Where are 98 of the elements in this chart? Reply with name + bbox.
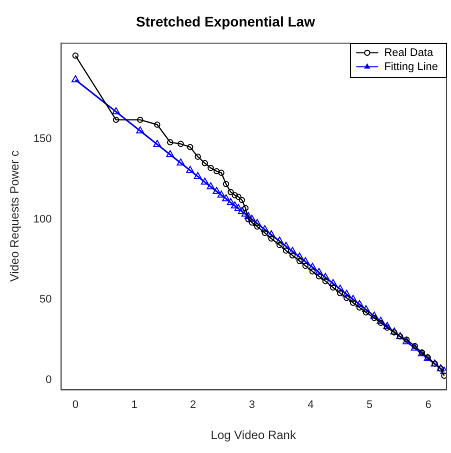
point: [230, 201, 239, 208]
point: [235, 194, 242, 200]
point: [383, 322, 392, 329]
point: [296, 258, 303, 264]
point: [441, 372, 446, 379]
x-tick-label: 3: [248, 399, 255, 412]
point: [137, 116, 144, 123]
point: [234, 204, 242, 212]
x-tick-label: 5: [366, 399, 373, 412]
point: [214, 168, 220, 174]
point: [228, 188, 234, 196]
point: [194, 154, 201, 160]
point: [296, 252, 304, 260]
point: [378, 320, 384, 326]
legend-label: Real Data: [384, 46, 434, 59]
point: [282, 242, 290, 249]
point: [244, 212, 252, 220]
point: [260, 225, 269, 232]
point: [330, 284, 336, 291]
point: [112, 107, 120, 114]
x-tick-label: 4: [308, 399, 314, 412]
point: [218, 170, 224, 176]
y-tick-label: 100: [33, 213, 52, 226]
point: [187, 144, 194, 150]
x-tick-label: 0: [72, 399, 79, 412]
point: [186, 166, 194, 173]
point: [222, 180, 230, 188]
point: [248, 214, 256, 222]
point: [301, 257, 310, 264]
point: [344, 294, 350, 302]
point: [212, 186, 221, 194]
point: [268, 235, 274, 242]
point: [322, 278, 329, 284]
point: [321, 272, 330, 280]
point: [112, 116, 120, 123]
point: [232, 192, 238, 198]
x-tick-label: 6: [425, 399, 432, 412]
point: [356, 300, 364, 308]
point: [226, 198, 235, 206]
legend-label: Fitting Line: [384, 60, 438, 73]
point: [336, 284, 344, 292]
x-tick-label: 2: [190, 399, 196, 412]
point: [254, 223, 260, 230]
point: [242, 204, 249, 212]
point: [329, 278, 338, 286]
point: [217, 190, 226, 198]
y-tick-label: 0: [46, 374, 52, 386]
point: [241, 210, 250, 217]
point: [391, 329, 398, 336]
point: [371, 314, 378, 322]
point: [282, 248, 290, 254]
point: [349, 294, 358, 302]
point: [153, 140, 162, 147]
point: [342, 290, 351, 297]
point: [178, 140, 184, 147]
point: [166, 150, 174, 158]
x-axis-title: Log Video Rank: [210, 428, 297, 442]
point: [289, 252, 296, 259]
point: [206, 182, 215, 190]
y-tick-label: 50: [40, 294, 52, 306]
point: [72, 52, 79, 59]
point: [308, 262, 316, 270]
point: [245, 216, 252, 222]
point: [370, 312, 378, 319]
point: [262, 230, 268, 236]
point: [276, 236, 284, 244]
point: [309, 268, 316, 275]
point: [314, 268, 323, 275]
point: [350, 300, 356, 306]
point: [362, 309, 370, 316]
point: [376, 316, 385, 324]
point: [337, 290, 344, 296]
point: [362, 305, 370, 312]
point: [200, 178, 209, 185]
point: [167, 139, 174, 146]
point: [208, 164, 214, 172]
point: [356, 304, 363, 311]
point: [71, 75, 80, 82]
point: [248, 219, 256, 226]
point: [316, 273, 322, 280]
point: [384, 324, 390, 331]
point: [276, 242, 283, 248]
x-tick-label: 1: [131, 399, 138, 412]
point: [176, 158, 185, 166]
y-tick-label: 150: [33, 133, 52, 146]
point: [136, 126, 144, 134]
chart-title: Stretched Exponential Law: [136, 13, 316, 30]
point: [253, 218, 262, 226]
point: [238, 196, 246, 204]
y-axis-title: Video Requests Power c: [8, 150, 22, 282]
point: [302, 262, 309, 269]
point: [194, 172, 202, 179]
point: [238, 206, 246, 214]
point: [288, 246, 296, 254]
point: [154, 122, 160, 128]
point: [202, 160, 208, 166]
point: [222, 194, 230, 202]
point: [267, 230, 276, 238]
